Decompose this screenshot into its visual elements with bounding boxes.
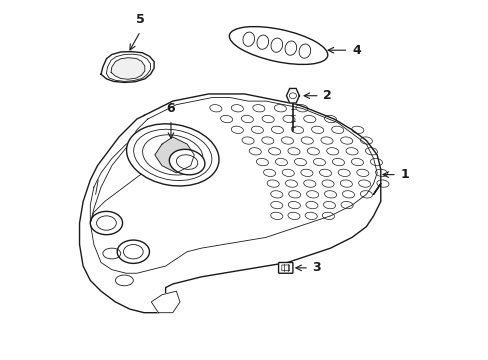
Text: 3: 3	[312, 261, 321, 274]
Polygon shape	[111, 58, 144, 79]
Polygon shape	[80, 94, 380, 313]
Ellipse shape	[229, 27, 327, 64]
Text: 4: 4	[351, 44, 360, 57]
Text: 5: 5	[136, 13, 144, 26]
Polygon shape	[101, 51, 154, 82]
Polygon shape	[155, 137, 194, 173]
Ellipse shape	[169, 149, 204, 175]
Text: 2: 2	[323, 89, 331, 102]
FancyBboxPatch shape	[278, 262, 292, 273]
Text: 1: 1	[400, 168, 408, 181]
Ellipse shape	[126, 124, 219, 186]
Polygon shape	[151, 291, 180, 313]
Polygon shape	[286, 89, 299, 103]
Text: 6: 6	[166, 102, 175, 115]
